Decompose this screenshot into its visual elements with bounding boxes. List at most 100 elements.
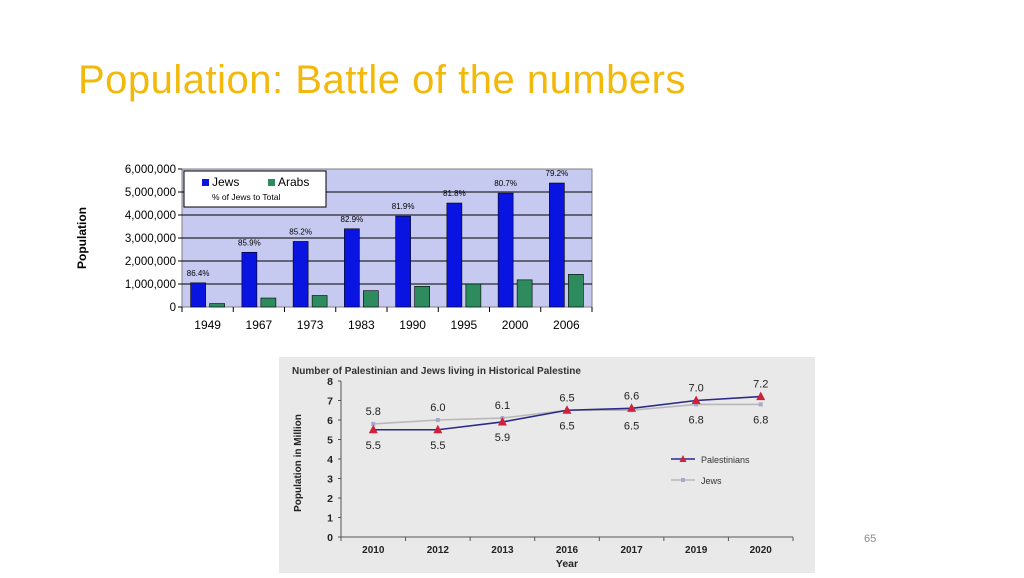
data-label-1967: 85.9% — [238, 238, 261, 247]
data-label-1983: 82.9% — [341, 215, 364, 224]
point-label-lower: 6.8 — [688, 414, 703, 426]
chart-title: Number of Palestinian and Jews living in… — [292, 366, 581, 377]
x-tick-label: 1973 — [297, 318, 324, 332]
point-label-upper: 6.5 — [559, 392, 574, 404]
point-palestinians-2010 — [368, 424, 378, 434]
legend-label-arabs: Arabs — [278, 175, 309, 189]
legend-label-jews: Jews — [212, 175, 239, 189]
legend-swatch-arabs — [268, 179, 275, 186]
point-label-lower: 5.5 — [430, 440, 445, 452]
x-tick-label: 2013 — [491, 545, 514, 556]
point-jews-2010 — [371, 421, 376, 426]
point-label-lower: 6.5 — [624, 420, 639, 432]
y-axis-title: Population in Million — [293, 414, 304, 512]
y-tick-label: 1,000,000 — [125, 279, 176, 291]
legend-label-jews: Jews — [701, 476, 722, 486]
point-palestinians-2013 — [497, 416, 507, 426]
y-tick-label: 4 — [327, 454, 333, 466]
point-jews-2012 — [435, 418, 440, 422]
bar-jews-1967 — [241, 251, 258, 308]
data-label-2000: 80.7% — [494, 179, 517, 188]
point-palestinians-2012 — [433, 424, 443, 434]
bar-arabs-1995 — [465, 283, 482, 308]
bar-arabs-1990 — [414, 286, 430, 308]
y-tick-label: 5 — [327, 435, 333, 447]
bar-jews-1990 — [395, 215, 411, 308]
y-tick-label: 3 — [327, 474, 333, 486]
legend-marker-jews — [681, 478, 685, 482]
page-number: 65 — [864, 533, 877, 545]
point-palestinians-2017 — [627, 403, 637, 412]
x-tick-label: 2012 — [427, 545, 450, 556]
y-tick-label: 5,000,000 — [125, 187, 176, 199]
legend-marker-palestinians — [679, 455, 687, 462]
bar-jews-2006 — [549, 182, 565, 308]
x-tick-label: 1983 — [348, 318, 375, 332]
x-tick-label: 2000 — [502, 318, 529, 332]
bar-arabs-2000 — [516, 279, 533, 308]
y-tick-label: 6 — [327, 415, 333, 427]
data-label-1990: 81.9% — [392, 202, 415, 211]
y-tick-label: 0 — [170, 302, 176, 314]
y-tick-label: 1 — [327, 513, 333, 525]
x-tick-label: 1949 — [194, 318, 221, 332]
bar-jews-1995 — [446, 202, 463, 308]
slide-title: Population: Battle of the numbers — [78, 58, 686, 102]
bar-arabs-1973 — [311, 295, 328, 308]
data-label-2006: 79.2% — [546, 169, 569, 178]
point-palestinians-2019 — [691, 395, 701, 404]
x-tick-label: 1990 — [399, 318, 426, 332]
population-line-chart-svg: Number of Palestinian and Jews living in… — [279, 357, 815, 573]
bar-jews-1949 — [190, 282, 206, 308]
bar-jews-1983 — [344, 228, 360, 308]
point-jews-2020 — [758, 402, 763, 407]
population-bar-chart-svg: 0 1,000,000 2,000,000 3,000,000 4,000,000 5,0… — [75, 164, 593, 332]
y-tick-label: 2,000,000 — [125, 256, 176, 268]
y-tick-label: 7 — [327, 396, 333, 408]
x-tick-label: 2017 — [620, 545, 643, 556]
point-label-lower: 6.5 — [559, 420, 574, 432]
bar-jews-1973 — [292, 241, 309, 308]
x-tick-label: 2019 — [685, 545, 708, 556]
data-label-1995: 81.8% — [443, 189, 466, 198]
y-tick-label: 8 — [327, 376, 333, 388]
y-tick-label: 6,000,000 — [125, 164, 176, 176]
x-axis-title: Year — [556, 558, 578, 570]
y-tick-label: 0 — [327, 532, 333, 544]
point-palestinians-2016 — [562, 405, 572, 414]
chart-panel — [279, 357, 815, 573]
point-label-lower: 6.8 — [753, 414, 768, 426]
point-label-upper: 5.8 — [366, 406, 381, 418]
population-line-chart: Number of Palestinian and Jews living in… — [279, 357, 815, 573]
population-bar-chart: 0 1,000,000 2,000,000 3,000,000 4,000,000 5,0… — [70, 155, 600, 345]
point-label-lower: 5.9 — [495, 432, 510, 444]
point-label-upper: 6.6 — [624, 390, 639, 402]
legend-label-palestinians: Palestinians — [701, 455, 750, 465]
bar-arabs-1967 — [260, 297, 277, 308]
x-tick-label: 2016 — [556, 545, 579, 556]
point-label-upper: 7.0 — [688, 383, 703, 395]
x-tick-label: 1995 — [451, 318, 478, 332]
data-label-1949: 86.4% — [187, 269, 210, 278]
legend-box — [183, 170, 327, 208]
x-tick-label: 2010 — [362, 545, 385, 556]
bar-arabs-2006 — [568, 274, 584, 308]
y-tick-label: 4,000,000 — [125, 210, 176, 222]
x-tick-label: 2006 — [553, 318, 580, 332]
bar-jews-2000 — [497, 192, 514, 308]
y-axis-title: Population — [75, 207, 89, 269]
bar-arabs-1949 — [209, 303, 225, 308]
legend-swatch-jews — [202, 179, 209, 186]
y-tick-label: 2 — [327, 493, 333, 505]
point-palestinians-2020 — [756, 391, 766, 401]
bar-arabs-1983 — [363, 290, 379, 308]
data-label-1973: 85.2% — [289, 227, 312, 236]
point-label-upper: 6.0 — [430, 402, 445, 414]
point-jews-2019 — [694, 402, 699, 407]
x-tick-label: 2020 — [750, 545, 773, 556]
point-label-upper: 7.2 — [753, 379, 768, 391]
y-tick-label: 3,000,000 — [125, 233, 176, 245]
x-tick-label: 1967 — [246, 318, 273, 332]
point-label-upper: 6.1 — [495, 400, 510, 412]
legend-note: % of Jews to Total — [212, 192, 280, 202]
